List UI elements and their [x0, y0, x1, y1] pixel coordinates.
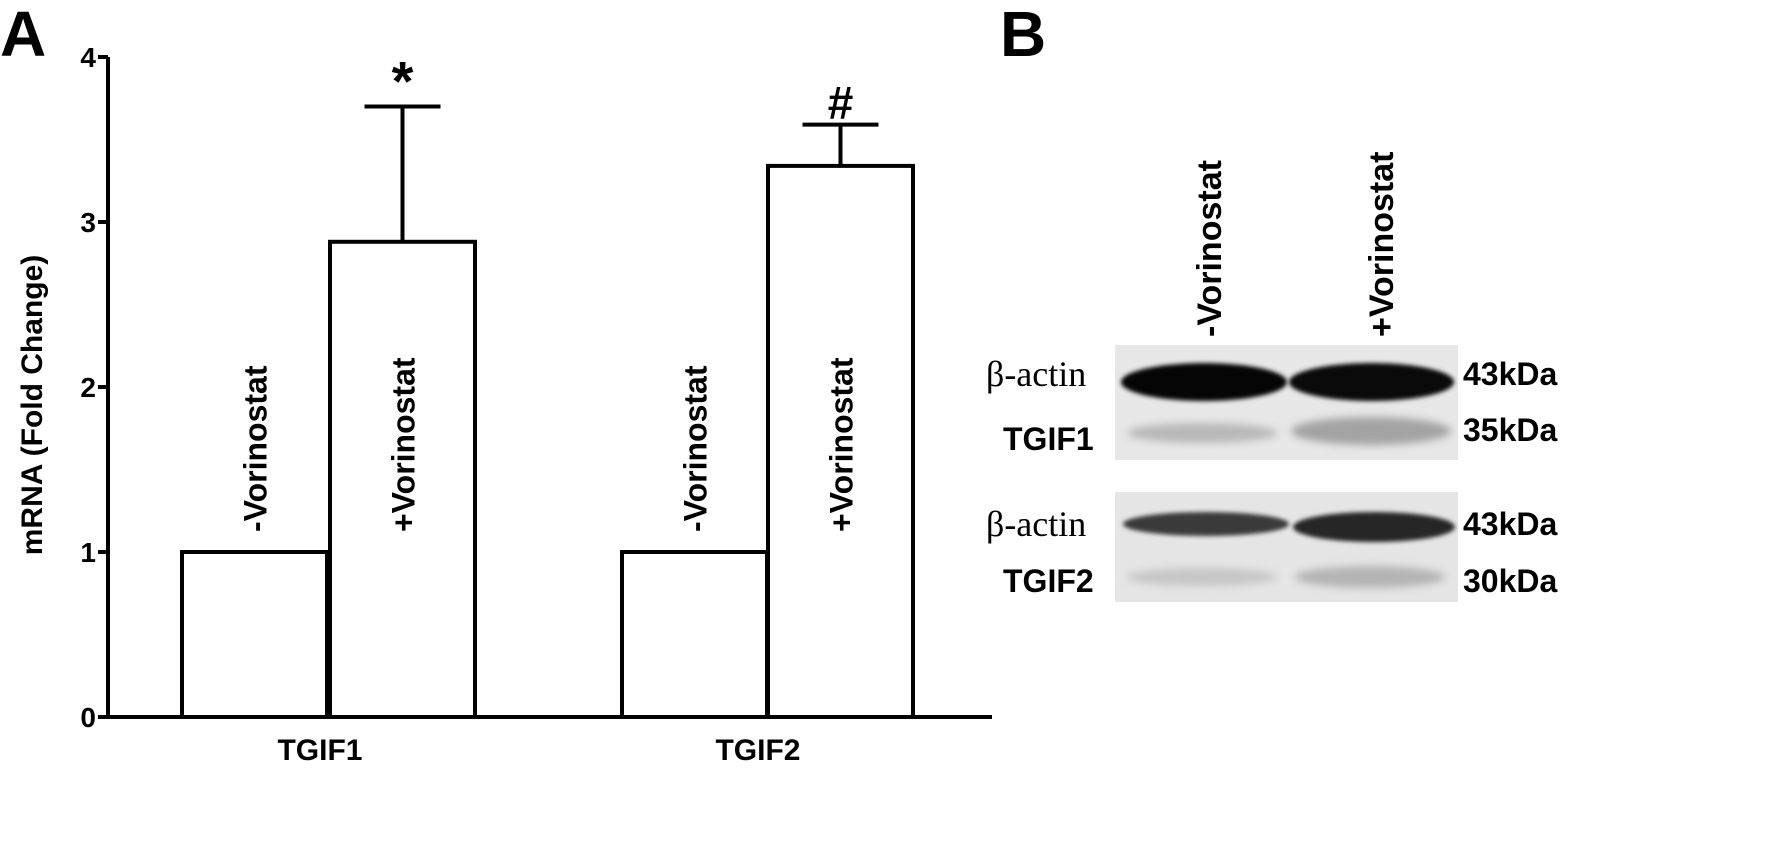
blot-size-tgif2: 30kDa	[1463, 563, 1558, 599]
blot-membrane-top	[1115, 345, 1458, 460]
panel-a-label: A	[0, 0, 47, 70]
significance-mark: *	[392, 50, 414, 113]
y-tick-label: 0	[80, 702, 96, 733]
lane-header-minus-vorinostat: -Vorinostat	[1191, 160, 1229, 337]
blot-row-label-actin-top: β-actin	[986, 354, 1087, 394]
band-actin-plus	[1289, 363, 1454, 401]
bar-chart: mRNA (Fold Change) 0 1 2 3 4 -Vorinostat * +Vo…	[16, 42, 992, 767]
blot-row-label-actin-bottom: β-actin	[986, 504, 1087, 544]
y-tick-label: 1	[80, 537, 96, 568]
band-tgif1-plus	[1291, 417, 1451, 445]
bar-label: +Vorinostat	[824, 357, 860, 532]
bars: -Vorinostat * +Vorinostat -Vorinostat # +Vori…	[180, 50, 915, 720]
blot-membrane-bottom	[1115, 492, 1458, 602]
bar-label: +Vorinostat	[386, 357, 422, 532]
blot-size-actin-bottom: 43kDa	[1463, 506, 1558, 542]
y-tick-label: 3	[80, 207, 96, 238]
y-axis-label: mRNA (Fold Change)	[16, 255, 49, 556]
y-tick-label: 4	[80, 42, 96, 73]
blot-row-label-tgif2: TGIF2	[1003, 563, 1094, 599]
band-tgif2-plus	[1295, 566, 1445, 588]
band-tgif1-minus	[1127, 423, 1277, 443]
bar	[180, 550, 329, 719]
bar	[620, 550, 769, 719]
band-actin-minus	[1121, 363, 1287, 401]
significance-mark: #	[828, 77, 854, 129]
x-group-label: TGIF2	[715, 734, 800, 767]
bar-label: -Vorinostat	[238, 365, 274, 532]
x-group-label: TGIF1	[277, 734, 362, 767]
band-actin2-plus	[1293, 512, 1455, 542]
y-ticks: 0 1 2 3 4	[80, 42, 108, 733]
y-tick-label: 2	[80, 372, 96, 403]
panel-b-label: B	[1000, 0, 1047, 70]
blot-row-label-tgif1: TGIF1	[1003, 421, 1094, 457]
band-actin2-minus	[1123, 512, 1289, 536]
group-labels: TGIF1 TGIF2	[277, 734, 800, 767]
blot-size-tgif1: 35kDa	[1463, 412, 1558, 448]
blot-size-actin-top: 43kDa	[1463, 356, 1558, 392]
band-tgif2-minus	[1127, 568, 1277, 586]
bar-label: -Vorinostat	[678, 365, 714, 532]
lane-header-plus-vorinostat: +Vorinostat	[1363, 151, 1401, 337]
